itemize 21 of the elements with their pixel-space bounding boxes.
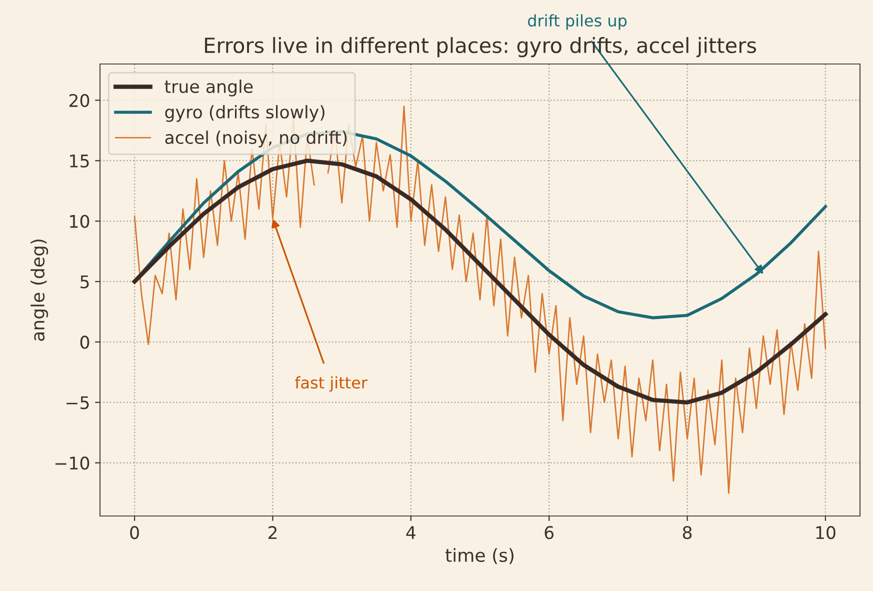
y-axis-title: angle (deg) (30, 240, 48, 341)
y-tick-label: 20 (69, 94, 90, 108)
legend-label: accel (noisy, no drift) (165, 130, 347, 148)
y-tick-label: 0 (80, 336, 90, 349)
line-series (132, 158, 828, 404)
y-tick-label: 15 (70, 154, 89, 168)
y-tick-label: −5 (66, 396, 89, 410)
x-tick-label: 4 (406, 526, 416, 539)
y-tick-label: 5 (80, 275, 89, 288)
x-tick-label: 2 (268, 526, 277, 539)
legend-label: gyro (drifts slowly) (165, 105, 324, 122)
annotation: fast jitter (294, 376, 368, 392)
annotation: drift piles up (528, 14, 627, 30)
x-axis-title: time (s) (445, 548, 514, 564)
y-tick-label: −10 (55, 456, 90, 470)
legend-label: true angle (164, 80, 253, 96)
x-tick-label: 10 (816, 526, 836, 540)
x-tick-label: 0 (130, 526, 139, 540)
y-tick-label: 10 (70, 214, 90, 228)
x-tick-label: 8 (682, 526, 692, 540)
x-tick-label: 6 (544, 526, 554, 540)
